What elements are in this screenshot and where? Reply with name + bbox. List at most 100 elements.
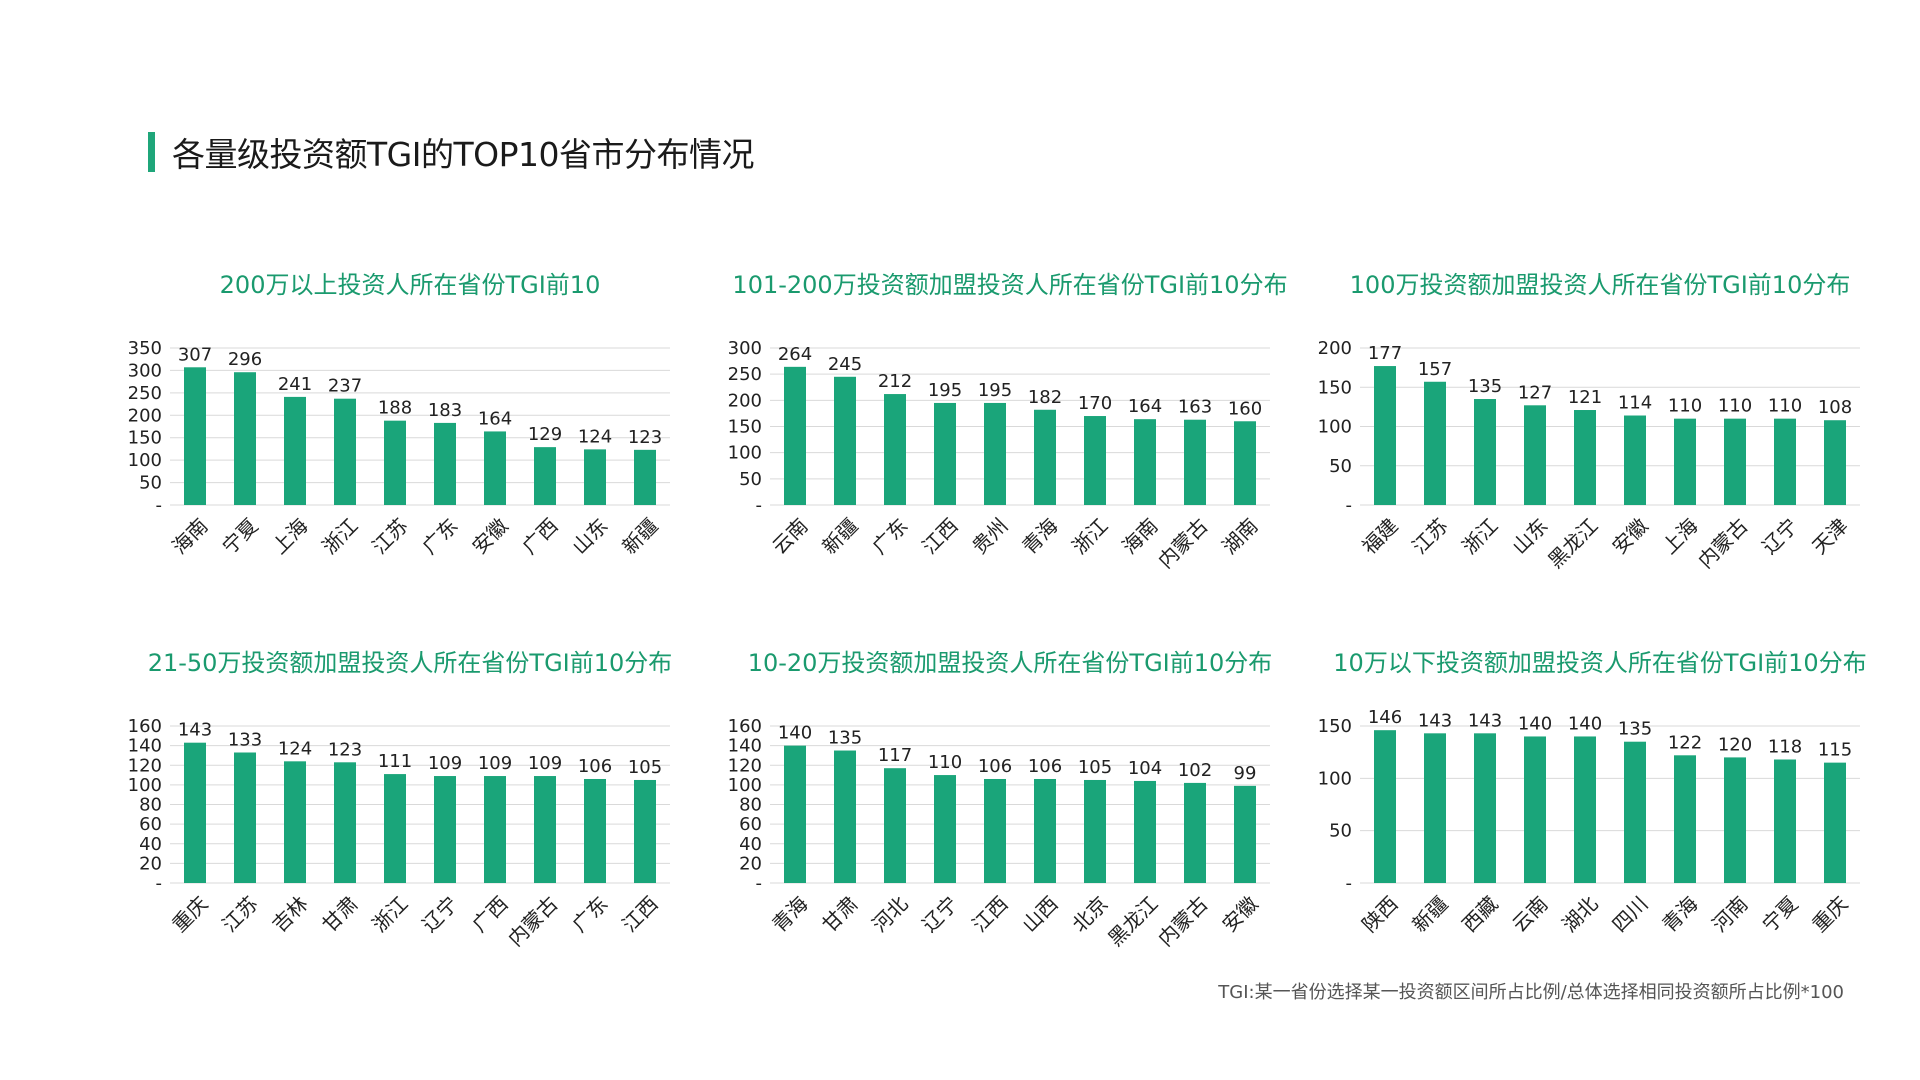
data-label: 135 (1618, 719, 1652, 740)
x-tick-label: 福建 (1357, 514, 1402, 559)
bar (984, 402, 1006, 505)
data-label: 146 (1368, 707, 1402, 728)
bar (284, 396, 306, 505)
x-tick-label: 山东 (567, 514, 612, 559)
data-label: 127 (1518, 382, 1552, 403)
bar (1574, 736, 1596, 883)
data-label: 307 (178, 344, 212, 365)
bar (1524, 736, 1546, 883)
y-tick-label: 160 (128, 716, 162, 737)
x-tick-label: 湖北 (1557, 892, 1602, 937)
data-label: 143 (1468, 710, 1502, 731)
y-tick-label: 150 (1318, 377, 1352, 398)
x-tick-label: 安徽 (1607, 514, 1652, 559)
data-label: 106 (978, 756, 1012, 777)
y-tick-label: 100 (1318, 768, 1352, 789)
x-tick-label: 山西 (1017, 892, 1062, 937)
data-label: 117 (878, 745, 912, 766)
bar (784, 366, 806, 505)
x-tick-label: 云南 (1507, 892, 1552, 937)
data-label: 135 (828, 728, 862, 749)
data-label: 109 (478, 753, 512, 774)
data-label: 106 (578, 756, 612, 777)
x-tick-label: 上海 (267, 514, 312, 559)
data-label: 120 (1718, 734, 1752, 755)
data-label: 111 (378, 751, 412, 772)
bar (184, 742, 206, 883)
bar (884, 768, 906, 883)
x-tick-label: 天津 (1807, 514, 1852, 559)
data-label: 115 (1818, 740, 1852, 761)
x-tick-label: 新疆 (617, 514, 662, 559)
data-label: 110 (1718, 396, 1752, 417)
x-tick-label: 陕西 (1357, 892, 1402, 937)
x-tick-label: 甘肃 (817, 892, 862, 937)
y-tick-label: 150 (128, 428, 162, 449)
x-tick-label: 安徽 (467, 514, 512, 559)
x-tick-label: 黑龙江 (1103, 892, 1162, 951)
x-tick-label: 新疆 (1407, 892, 1452, 937)
data-label: 296 (228, 349, 262, 370)
x-tick-label: 青海 (1017, 514, 1062, 559)
y-tick-label: - (156, 873, 163, 894)
y-tick-label: 140 (128, 736, 162, 757)
bar (1084, 779, 1106, 883)
bar (984, 778, 1006, 883)
chart-10-20w: 10-20万投资额加盟投资人所在省份TGI前10分布 -20 40 60 80 100 1… (710, 643, 1310, 983)
x-tick-label: 河南 (1707, 892, 1752, 937)
bar (284, 761, 306, 883)
data-label: 195 (928, 380, 962, 401)
bar (1374, 730, 1396, 883)
data-label: 245 (828, 354, 862, 375)
y-tick-label: 50 (739, 469, 762, 490)
y-tick-label: 50 (1329, 456, 1352, 477)
x-tick-label: 青海 (767, 892, 812, 937)
bar (1674, 755, 1696, 883)
x-tick-label: 吉林 (267, 892, 312, 937)
x-tick-label: 辽宁 (917, 892, 962, 937)
data-label: 164 (478, 408, 512, 429)
data-label: 129 (528, 424, 562, 445)
bar (334, 398, 356, 505)
bar (334, 762, 356, 883)
x-tick-label: 江西 (917, 514, 962, 559)
y-tick-label: 250 (728, 364, 762, 385)
bar (1034, 778, 1056, 883)
x-tick-label: 河北 (867, 892, 912, 937)
data-label: 170 (1078, 393, 1112, 414)
bar (484, 431, 506, 505)
x-tick-label: 广西 (517, 514, 562, 559)
x-tick-label: 贵州 (967, 514, 1012, 559)
bar (1574, 410, 1596, 505)
x-tick-label: 内蒙古 (1153, 514, 1212, 573)
data-label: 133 (228, 729, 262, 750)
chart-title: 10万以下投资额加盟投资人所在省份TGI前10分布 (1333, 649, 1867, 677)
y-tick-label: 200 (728, 390, 762, 411)
bar (234, 372, 256, 505)
chart-below-10w: 10万以下投资额加盟投资人所在省份TGI前10分布 - 50 100 150 146 陕西… (1300, 643, 1900, 983)
x-tick-label: 四川 (1607, 892, 1652, 937)
chart-100w: 100万投资额加盟投资人所在省份TGI前10分布 - 50 100 150 200 177… (1300, 265, 1900, 605)
data-label: 123 (328, 739, 362, 760)
bar (234, 752, 256, 883)
bar (484, 776, 506, 883)
y-tick-label: 80 (739, 795, 762, 816)
y-tick-label: 40 (739, 834, 762, 855)
bar (884, 394, 906, 505)
y-tick-label: 200 (1318, 338, 1352, 359)
x-tick-label: 江西 (967, 892, 1012, 937)
bar-chart: - 50 100 150 146 陕西 143 新疆 143 西藏 140 云南 140 湖北 135 四川 1… (1318, 707, 1860, 937)
y-tick-label: 20 (139, 853, 162, 874)
data-label: 124 (278, 738, 312, 759)
bar (1374, 366, 1396, 505)
data-label: 143 (178, 720, 212, 741)
data-label: 110 (1668, 396, 1702, 417)
x-tick-label: 内蒙古 (1693, 514, 1752, 573)
x-tick-label: 浙江 (1457, 514, 1502, 559)
x-tick-label: 云南 (767, 514, 812, 559)
x-tick-label: 广东 (417, 514, 462, 559)
data-label: 183 (428, 400, 462, 421)
bar (384, 774, 406, 883)
